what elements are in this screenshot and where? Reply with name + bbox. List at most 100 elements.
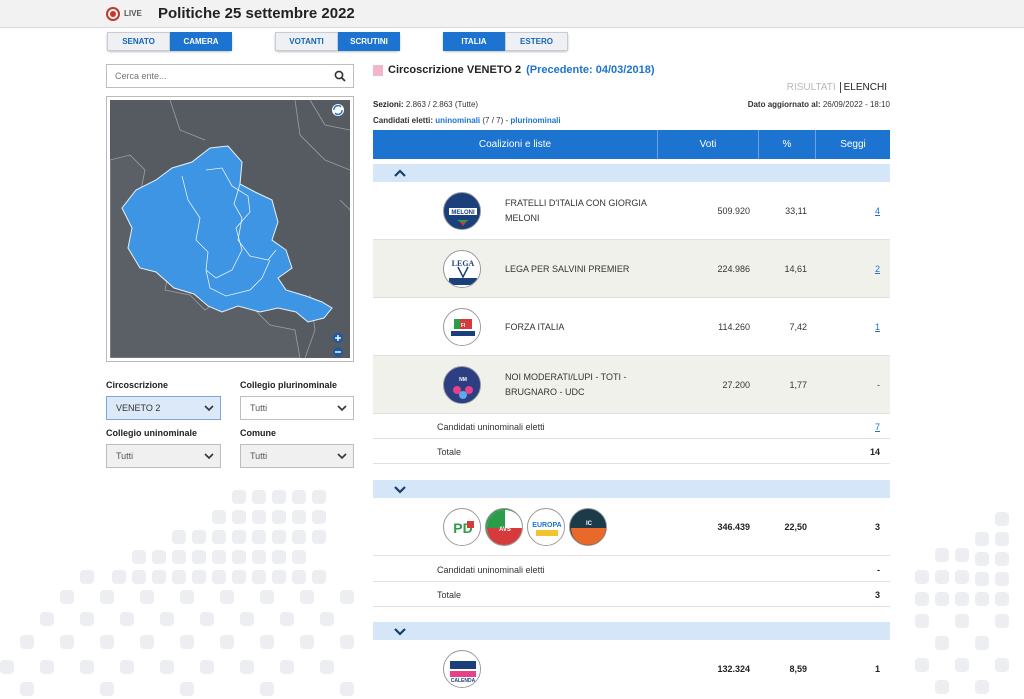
table-row: CALENDA 132.324 8,59 1 — [373, 640, 890, 698]
coalition-header[interactable] — [373, 622, 890, 640]
uninominale-label: Collegio uninominale — [106, 428, 198, 438]
percent-value: 7,42 — [789, 322, 807, 332]
area-tabs: ITALIA ESTERO — [443, 32, 568, 51]
table-row: PD AVS EUROPA IC 346.439 22,50 3 — [373, 498, 890, 556]
uninominali-label: Candidati uninominali eletti — [437, 422, 545, 432]
chevron-down-icon — [204, 453, 214, 460]
seats-link[interactable]: 4 — [874, 206, 880, 216]
tab-italia[interactable]: ITALIA — [443, 32, 505, 51]
search-box — [106, 64, 354, 88]
total-value: 14 — [869, 447, 880, 457]
refresh-icon — [332, 104, 344, 116]
votes-value: 224.986 — [717, 264, 750, 274]
elected-plurinominali-link[interactable]: plurinominali — [510, 116, 561, 125]
tab-estero[interactable]: ESTERO — [505, 32, 568, 51]
seats-value: 3 — [874, 522, 880, 532]
updated-label: Dato aggiornato al: — [747, 100, 821, 109]
live-record-icon — [106, 7, 120, 21]
seats-link[interactable]: 2 — [874, 264, 880, 274]
chevron-down-icon — [337, 405, 347, 412]
circoscrizione-label: Circoscrizione — [106, 380, 169, 390]
elected-uninominali-link[interactable]: uninominali — [435, 116, 481, 125]
sezioni-label: Sezioni: — [373, 100, 404, 109]
table-row: NM NOI MODERATI/LUPI - TOTI - BRUGNARO -… — [373, 356, 890, 414]
tab-senato[interactable]: SENATO — [107, 32, 170, 51]
region-map[interactable] — [110, 100, 350, 358]
elected-label: Candidati eletti: — [373, 116, 434, 125]
chevron-up-icon[interactable] — [393, 167, 407, 179]
party-logo-noi-moderati: NM — [443, 366, 481, 404]
logo-text: LEGA — [452, 259, 475, 268]
header-percent: % — [759, 130, 816, 159]
seats-link[interactable]: 1 — [874, 322, 880, 332]
percent-value: 8,59 — [789, 664, 807, 674]
circoscrizione-value: VENETO 2 — [116, 403, 161, 413]
tab-votanti[interactable]: VOTANTI — [275, 32, 338, 51]
sezioni-info: Sezioni: 2.863 / 2.863 (Tutte) — [373, 100, 478, 109]
header-votes: Voti — [658, 130, 759, 159]
party-logo-impegno-civico: IC — [569, 508, 607, 546]
uninominali-row: Candidati uninominali eletti - — [373, 557, 890, 582]
elected-info: Candidati eletti: uninominali (7 / 7) - … — [373, 116, 561, 125]
logo-text: EUROPA — [532, 522, 561, 529]
logo-text: IC — [586, 521, 593, 527]
table-row: FI FORZA ITALIA 114.260 7,42 1 — [373, 298, 890, 356]
tab-camera[interactable]: CAMERA — [170, 32, 232, 51]
coalition-header[interactable] — [373, 480, 890, 498]
votes-value: 509.920 — [717, 206, 750, 216]
mode-tabs: VOTANTI SCRUTINI — [275, 32, 400, 51]
live-label: LIVE — [124, 9, 142, 18]
party-logo-lega: LEGA — [443, 250, 481, 288]
party-name: LEGA PER SALVINI PREMIER — [505, 264, 630, 274]
panel-title: Circoscrizione VENETO 2 (Precedente: 04/… — [373, 64, 655, 76]
seats-value: 1 — [874, 664, 880, 674]
comune-select[interactable]: Tutti — [240, 444, 354, 468]
updated-value: 26/09/2022 - 18:10 — [822, 100, 890, 109]
plurinominale-label: Collegio plurinominale — [240, 380, 338, 390]
top-bar: LIVE Politiche 25 settembre 2022 — [0, 0, 1024, 28]
circoscrizione-title: Circoscrizione VENETO 2 — [388, 64, 522, 76]
circoscrizione-select[interactable]: VENETO 2 — [106, 396, 221, 420]
chevron-down-icon[interactable] — [393, 625, 407, 637]
total-row: Totale 3 — [373, 582, 890, 607]
chevron-down-icon — [204, 405, 214, 412]
sezioni-value: 2.863 / 2.863 (Tutte) — [405, 100, 479, 109]
page-title: Politiche 25 settembre 2022 — [158, 5, 355, 22]
total-row: Totale 14 — [373, 439, 890, 464]
percent-value: 22,50 — [784, 522, 807, 532]
table-header: Coalizioni e liste Voti % Seggi — [373, 130, 890, 159]
uninominale-select[interactable]: Tutti — [106, 444, 221, 468]
zoom-out-icon — [333, 347, 343, 357]
logo-text: CALENDA — [451, 678, 476, 684]
view-toggle: RISULTATI ELENCHI — [787, 82, 887, 93]
chamber-tabs: SENATO CAMERA — [107, 32, 232, 51]
search-icon[interactable] — [334, 70, 346, 82]
party-logo-pd: PD — [443, 508, 481, 546]
view-results-button[interactable]: RISULTATI — [787, 82, 841, 93]
total-label: Totale — [437, 590, 462, 600]
uninominali-link[interactable]: 7 — [874, 422, 880, 432]
table-row: MELONI FRATELLI D'ITALIA CON GIORGIA MEL… — [373, 182, 890, 240]
coalition-header[interactable] — [373, 164, 890, 182]
view-lists-button[interactable]: ELENCHI — [843, 82, 887, 93]
party-name: FRATELLI D'ITALIA CON GIORGIA MELONI — [505, 198, 647, 223]
chevron-down-icon — [337, 453, 347, 460]
search-input[interactable] — [107, 65, 327, 87]
total-label: Totale — [437, 447, 462, 457]
uninominale-value: Tutti — [116, 451, 134, 461]
tab-scrutini[interactable]: SCRUTINI — [338, 32, 400, 51]
party-logo-avs: AVS — [485, 508, 523, 546]
chevron-down-icon[interactable] — [393, 483, 407, 495]
logo-text: MELONI — [451, 210, 475, 216]
party-name: FORZA ITALIA — [505, 322, 565, 332]
previous-election-link[interactable]: (Precedente: 04/03/2018) — [526, 64, 655, 76]
total-value: 3 — [874, 590, 880, 600]
party-name: NOI MODERATI/LUPI - TOTI - BRUGNARO - UD… — [505, 372, 627, 397]
map-panel — [106, 96, 354, 362]
percent-value: 33,11 — [785, 206, 807, 216]
plurinominale-select[interactable]: Tutti — [240, 396, 354, 420]
document-icon — [373, 64, 383, 76]
logo-text: NM — [459, 377, 467, 383]
comune-value: Tutti — [250, 451, 268, 461]
